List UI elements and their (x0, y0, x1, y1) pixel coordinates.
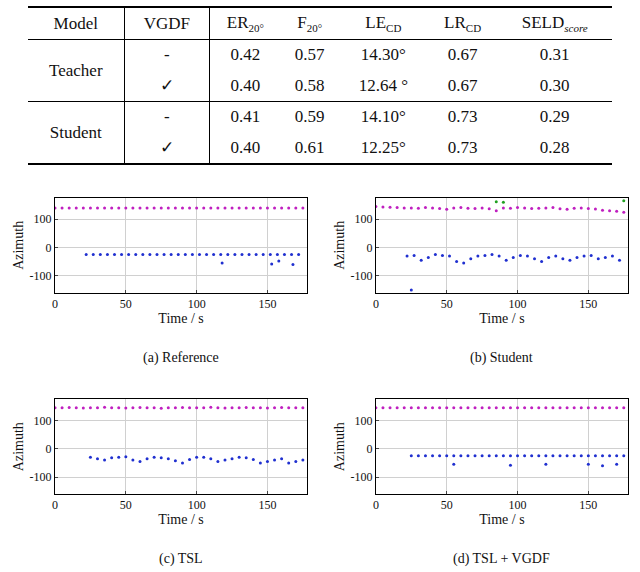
svg-text:Time / s: Time / s (158, 512, 203, 527)
svg-text:Azimuth: Azimuth (11, 221, 26, 270)
html-text:0.73: 0.73 (447, 107, 478, 127)
html-text:0.41: 0.41 (230, 107, 261, 127)
svg-text:0: 0 (373, 498, 379, 512)
svg-text:(d) TSL + VGDF: (d) TSL + VGDF (453, 551, 550, 567)
html-text:F20°: F20° (297, 13, 323, 35)
html-text:12.25°: 12.25° (360, 137, 406, 157)
html-text:0.67: 0.67 (447, 45, 478, 65)
html-text:0.59: 0.59 (294, 107, 325, 127)
html-text:12.64 °: 12.64 ° (358, 75, 408, 95)
html-text:0.42: 0.42 (230, 45, 261, 65)
html-text:0.29: 0.29 (539, 107, 570, 127)
html-text:0.61: 0.61 (294, 137, 325, 157)
svg-text:50: 50 (441, 297, 453, 311)
svg-text:-100: -100 (30, 470, 52, 484)
svg-text:-100: -100 (30, 269, 52, 283)
html-text:VGDF: VGDF (143, 13, 191, 33)
svg-text:0: 0 (366, 241, 372, 255)
svg-text:100: 100 (188, 498, 206, 512)
svg-text:0: 0 (52, 498, 58, 512)
svg-text:(c) TSL: (c) TSL (159, 551, 203, 567)
html-text:0.73: 0.73 (447, 137, 478, 157)
svg-text:-100: -100 (350, 470, 372, 484)
html-text:14.30°: 14.30° (360, 45, 406, 65)
html-text:0.67: 0.67 (447, 75, 478, 95)
html-text:LRCD: LRCD (444, 13, 482, 35)
html-text:Model: Model (53, 13, 98, 33)
svg-text:(a) Reference: (a) Reference (143, 350, 219, 366)
html-text:0.40: 0.40 (230, 137, 261, 157)
svg-text:50: 50 (120, 498, 132, 512)
svg-text:Azimuth: Azimuth (332, 221, 347, 270)
html-text:0.30: 0.30 (539, 75, 570, 95)
html-text:LECD: LECD (365, 13, 402, 35)
svg-text:100: 100 (34, 414, 52, 428)
html-text:0.31: 0.31 (539, 45, 570, 65)
html-text:0.40: 0.40 (230, 75, 261, 95)
svg-text:100: 100 (188, 297, 206, 311)
svg-text:150: 150 (258, 498, 276, 512)
html-text:Teacher: Teacher (49, 60, 103, 80)
svg-text:150: 150 (579, 297, 597, 311)
svg-text:(b) Student: (b) Student (470, 350, 533, 366)
html-text:0.58: 0.58 (294, 75, 325, 95)
svg-text:100: 100 (354, 414, 372, 428)
svg-text:0: 0 (366, 442, 372, 456)
html-text:0.57: 0.57 (294, 45, 325, 65)
html-text:ER20°: ER20° (226, 13, 264, 35)
svg-text:150: 150 (258, 297, 276, 311)
svg-text:100: 100 (354, 212, 372, 226)
svg-text:150: 150 (579, 498, 597, 512)
svg-text:0: 0 (52, 297, 58, 311)
html-text:14.10°: 14.10° (360, 107, 406, 127)
svg-text:0: 0 (373, 297, 379, 311)
svg-text:0: 0 (46, 241, 52, 255)
svg-text:Azimuth: Azimuth (332, 422, 347, 471)
svg-text:-100: -100 (350, 269, 372, 283)
svg-text:Time / s: Time / s (479, 311, 524, 326)
svg-text:100: 100 (509, 297, 527, 311)
svg-text:0: 0 (46, 442, 52, 456)
html-text:Student: Student (49, 122, 102, 142)
svg-text:100: 100 (34, 212, 52, 226)
svg-text:Time / s: Time / s (158, 311, 203, 326)
html-text:SELDscore: SELDscore (521, 13, 588, 35)
svg-text:50: 50 (120, 297, 132, 311)
svg-text:50: 50 (441, 498, 453, 512)
svg-text:Time / s: Time / s (479, 512, 524, 527)
svg-text:100: 100 (509, 498, 527, 512)
html-text:0.28: 0.28 (539, 137, 570, 157)
svg-text:Azimuth: Azimuth (11, 422, 26, 471)
